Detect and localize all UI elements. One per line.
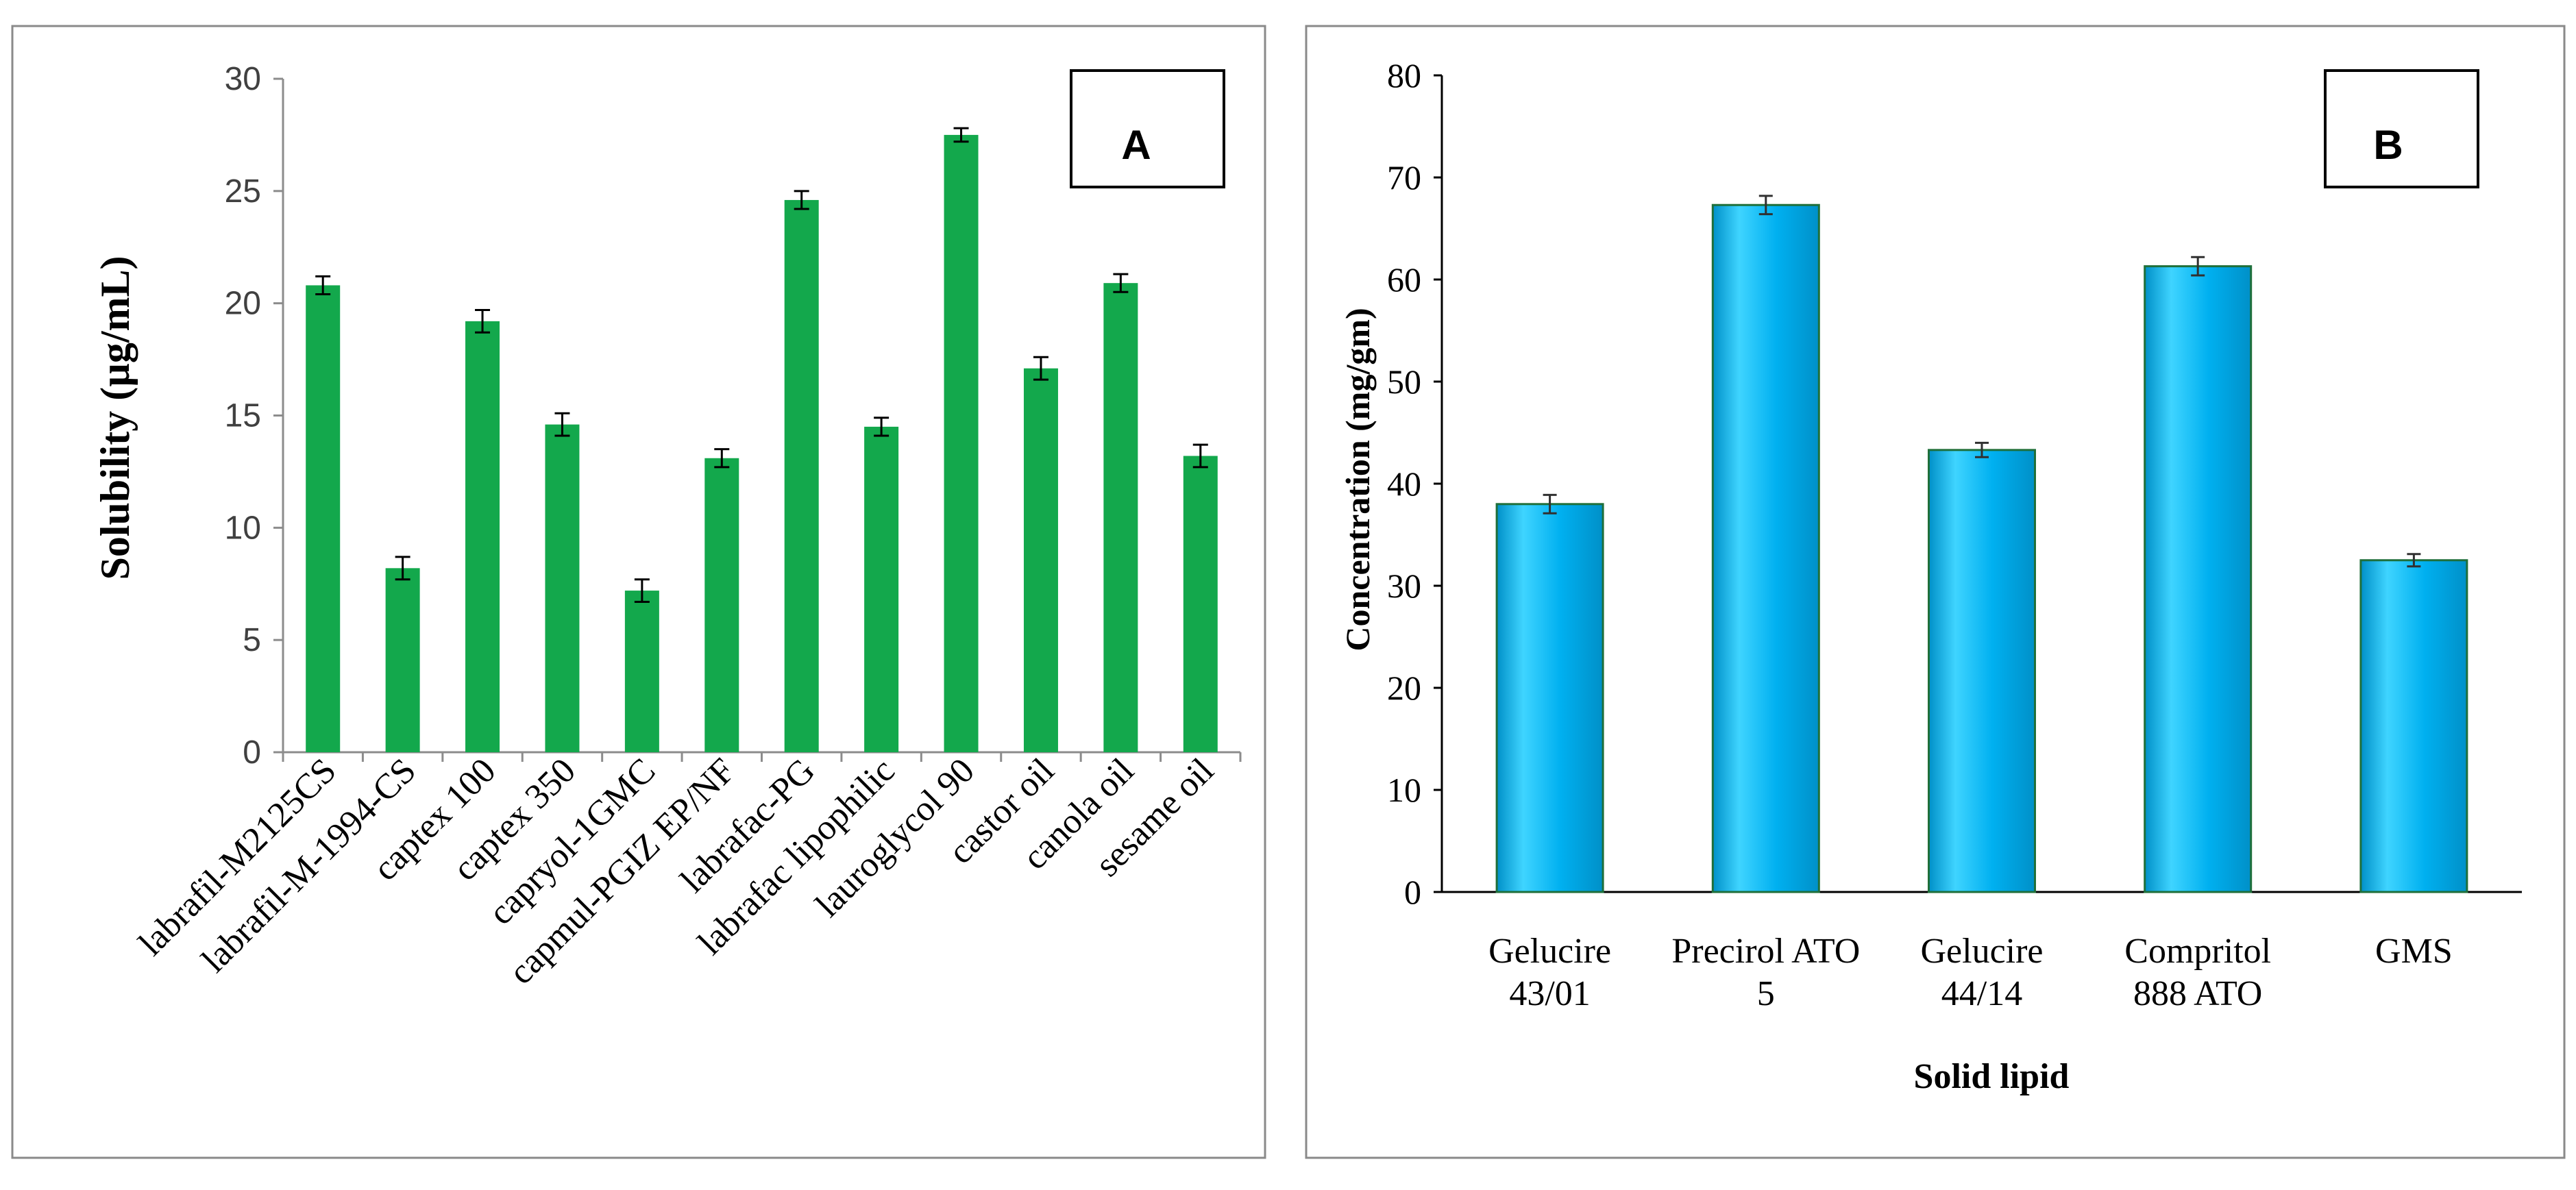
- chart-a-error-bar: [634, 578, 650, 603]
- chart-b-bar: [2359, 559, 2468, 893]
- chart-b-x-tick-label: Compritol 888 ATO: [2124, 932, 2271, 1013]
- chart-a-error-bar: [475, 308, 491, 334]
- chart-b-x-tick-label: Gelucire 43/01: [1488, 932, 1611, 1013]
- chart-b-bar: [1495, 503, 1604, 893]
- chart-a-bar: [704, 458, 739, 752]
- chart-b-y-tick-label: 70: [1387, 158, 1421, 197]
- chart-b-x-tick-labels: Gelucire 43/01 Precirol ATO 5 Gelucire 44/14 C…: [1488, 932, 2453, 1013]
- chart-b-bars: [1495, 195, 2468, 893]
- chart-a-bar: [385, 568, 420, 752]
- chart-a-error-bar: [874, 417, 890, 437]
- chart-b-x-axis-label: Solid lipid: [1914, 1057, 2070, 1096]
- chart-b-error-bar: [1975, 441, 1989, 458]
- panel-a-label-box: [1070, 69, 1225, 188]
- chart-a-error-bar: [1192, 443, 1208, 469]
- chart-a-y-tick-label: 15: [225, 398, 261, 434]
- chart-a-bar: [1183, 456, 1218, 752]
- chart-b-y-axis-label: Concentration (mg/gm): [1338, 308, 1377, 651]
- chart-a-bar: [784, 199, 819, 752]
- chart-b-y-tick-label: 80: [1387, 56, 1421, 95]
- chart-panel-b: Concentration (mg/gm) 01020304050607080 …: [1305, 25, 2566, 1159]
- chart-a-y-tick-label: 5: [243, 622, 261, 658]
- chart-b-error-bar: [2191, 256, 2205, 277]
- chart-a-y-tick-label: 0: [243, 734, 261, 771]
- chart-b-x-tick-label: Gelucire 44/14: [1920, 932, 2043, 1013]
- chart-a-y-tick-label: 30: [225, 61, 261, 97]
- chart-b-bar: [2144, 265, 2253, 893]
- chart-b-y-tick-label: 20: [1387, 669, 1421, 707]
- chart-a-error-bar: [395, 556, 410, 581]
- chart-a-y-ticks: 0 5 10 15 20 25 30: [225, 61, 283, 771]
- chart-b-y-tick-label: 0: [1404, 873, 1421, 911]
- chart-a-bars: [306, 127, 1218, 753]
- chart-a-error-bar: [554, 412, 570, 437]
- chart-b-error-bar: [2407, 553, 2421, 568]
- chart-b-y-tick-label: 60: [1387, 260, 1421, 299]
- chart-a-y-tick-label: 10: [225, 510, 261, 546]
- chart-b-y-ticks: 0 10 20 30 40 50 60 70 80: [1387, 56, 1442, 911]
- chart-a-bar: [624, 591, 659, 752]
- chart-a-error-bar: [315, 275, 331, 296]
- chart-b-y-tick-label: 50: [1387, 362, 1421, 401]
- chart-a-bar: [864, 426, 899, 752]
- chart-a-error-bar: [1033, 356, 1048, 381]
- chart-b-error-bar: [1758, 195, 1773, 216]
- chart-a-error-bar: [794, 190, 809, 210]
- chart-a-bar: [1103, 283, 1138, 753]
- chart-a-bar: [465, 321, 500, 752]
- chart-b-y-tick-label: 40: [1387, 464, 1421, 503]
- chart-a-y-tick-label: 25: [225, 173, 261, 210]
- chart-b-error-bar: [1543, 493, 1557, 515]
- chart-b-y-tick-label: 10: [1387, 771, 1421, 809]
- chart-a-y-axis-label: Solubility (µg/mL): [93, 256, 138, 580]
- chart-a-bar: [306, 285, 341, 752]
- chart-b-y-tick-label: 30: [1387, 567, 1421, 605]
- chart-a-bar: [944, 134, 979, 752]
- chart-a-y-tick-label: 20: [225, 286, 261, 322]
- chart-a-error-bar: [714, 448, 730, 469]
- panel-a-label: A: [1121, 122, 1151, 168]
- chart-a-bar: [545, 424, 580, 752]
- panel-b-label-box: [2324, 69, 2479, 188]
- chart-a-error-bar: [953, 127, 969, 143]
- chart-b-bar: [1711, 203, 1820, 893]
- chart-b-x-tick-label: Precirol ATO 5: [1671, 932, 1860, 1013]
- chart-a-error-bar: [1113, 273, 1129, 293]
- panel-b-label: B: [2373, 122, 2403, 168]
- chart-b-bar: [1928, 449, 2036, 893]
- chart-a-bar: [1023, 368, 1058, 752]
- chart-b-x-tick-label: GMS: [2375, 932, 2453, 971]
